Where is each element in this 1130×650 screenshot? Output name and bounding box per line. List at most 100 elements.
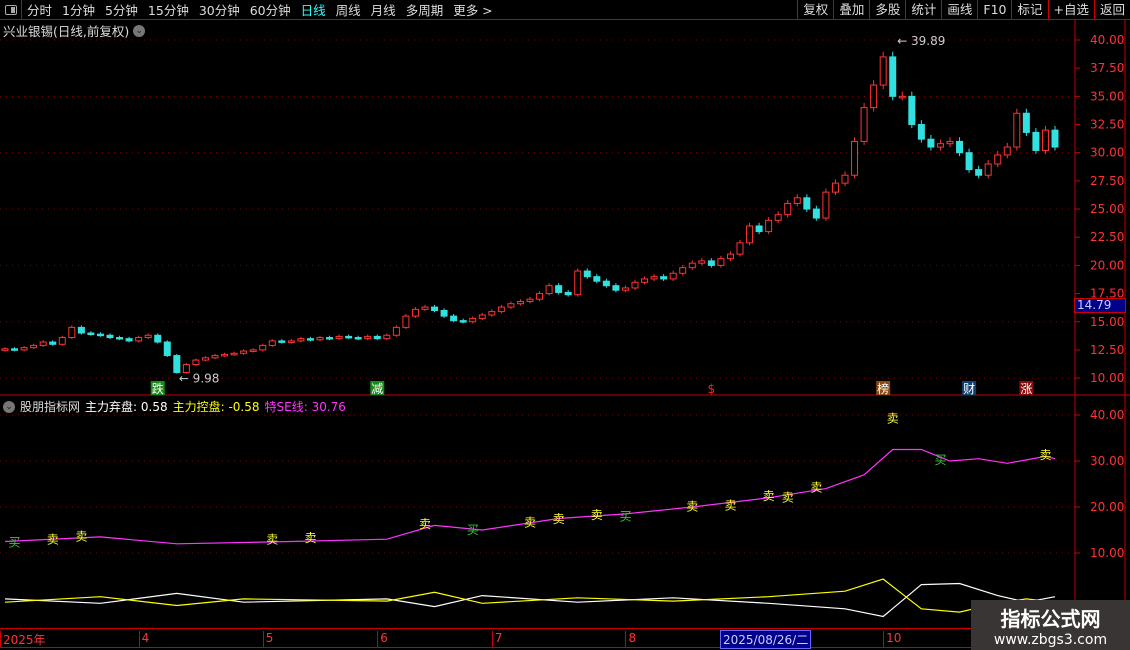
- toolbar-button-7[interactable]: +自选: [1047, 0, 1094, 20]
- indicator-tick-label: 10.00: [1090, 546, 1124, 560]
- candle: [440, 309, 448, 317]
- panel-icon: [4, 4, 17, 15]
- toolbar-button-6[interactable]: 标记: [1011, 0, 1047, 20]
- sell-signal: 卖: [524, 516, 536, 530]
- event-marker[interactable]: $: [708, 382, 716, 396]
- sell-signal: 卖: [47, 532, 59, 546]
- price-tick-label: 22.50: [1090, 230, 1124, 244]
- candle: [316, 337, 324, 341]
- tab-period-8[interactable]: 月线: [370, 3, 396, 18]
- indicator-name: 股朋指标网: [20, 400, 81, 414]
- stock-title: 兴业银锡(日线,前复权): [3, 24, 130, 39]
- toolbar-button-0[interactable]: 复权: [797, 0, 833, 20]
- tab-period-0[interactable]: 分时: [27, 3, 53, 18]
- sell-signal: 卖: [266, 532, 278, 546]
- tab-period-2[interactable]: 5分钟: [104, 3, 138, 18]
- candle: [650, 276, 658, 280]
- candle: [259, 344, 267, 351]
- buy-signal: 买: [467, 523, 479, 537]
- event-marker[interactable]: 减: [371, 382, 383, 396]
- period-tabs: 分时 1分钟 5分钟 15分钟 30分钟 60分钟 日线 周线 月线 多周期 更多 >: [22, 0, 498, 19]
- event-marker-bg: [150, 381, 165, 395]
- tab-period-3[interactable]: 15分钟: [147, 3, 189, 18]
- candle: [1022, 112, 1030, 133]
- date-label: 10: [883, 631, 901, 647]
- price-tick-label: 32.50: [1090, 118, 1124, 132]
- candle: [1003, 146, 1011, 156]
- candle: [450, 315, 458, 322]
- candle: [77, 326, 85, 334]
- price-tick-label: 12.50: [1090, 343, 1124, 357]
- candle: [240, 350, 248, 354]
- candle: [631, 281, 639, 289]
- tab-period-9[interactable]: 多周期: [405, 3, 444, 18]
- candle: [173, 355, 181, 373]
- candle: [411, 308, 419, 317]
- toolbar-button-8[interactable]: 返回: [1093, 0, 1130, 20]
- candle: [621, 287, 629, 291]
- event-marker[interactable]: 涨: [1020, 381, 1032, 396]
- toolbar-button-1[interactable]: 叠加: [833, 0, 869, 20]
- candle: [889, 56, 897, 97]
- candle: [917, 124, 925, 140]
- tab-period-6[interactable]: 日线: [300, 3, 326, 18]
- candle: [555, 285, 563, 293]
- candle: [268, 340, 276, 346]
- sell-signal: 卖: [724, 499, 736, 513]
- price-tick-label: 37.50: [1090, 61, 1124, 75]
- toolbar-button-4[interactable]: 画线: [941, 0, 977, 20]
- price-tick-label: 35.00: [1090, 89, 1124, 103]
- candle: [507, 303, 515, 308]
- candle: [1, 348, 9, 351]
- candle: [421, 306, 429, 310]
- date-label: 7: [491, 631, 502, 647]
- sell-signal: 卖: [782, 490, 794, 504]
- candle: [230, 352, 238, 356]
- tab-period-7[interactable]: 周线: [335, 3, 361, 18]
- candle: [841, 174, 849, 184]
- price-tick-label: 20.00: [1090, 258, 1124, 272]
- candle: [612, 285, 620, 291]
- candle: [583, 270, 591, 278]
- candle: [822, 191, 830, 219]
- candle: [593, 276, 601, 282]
- tab-period-5[interactable]: 60分钟: [249, 3, 291, 18]
- tab-period-1[interactable]: 1分钟: [62, 3, 95, 18]
- candle: [1013, 112, 1021, 148]
- layout-toggle-button[interactable]: [0, 0, 22, 20]
- sell-signal: 卖: [304, 531, 316, 545]
- event-marker-bg: [876, 381, 891, 395]
- candle: [726, 253, 734, 260]
- chart-title: 兴业银锡(日线,前复权) ⌄: [3, 21, 146, 40]
- candle: [803, 197, 811, 210]
- toolbar-button-5[interactable]: F10: [977, 0, 1011, 20]
- candle: [765, 219, 773, 233]
- candle: [717, 258, 725, 266]
- indicator-value-1: 主力控盘: -0.58: [172, 400, 260, 414]
- tab-period-4[interactable]: 30分钟: [198, 3, 240, 18]
- candle: [641, 278, 649, 283]
- sell-signal: 卖: [591, 508, 603, 522]
- candle: [927, 138, 935, 148]
- event-marker[interactable]: 跌: [152, 381, 164, 396]
- candle: [125, 338, 133, 342]
- event-marker[interactable]: 财: [963, 382, 975, 396]
- toolbar-button-3[interactable]: 统计: [905, 0, 941, 20]
- candle: [688, 262, 696, 269]
- toolbar-button-2[interactable]: 多股: [869, 0, 905, 20]
- date-label: 6: [377, 631, 388, 647]
- candle: [431, 306, 439, 311]
- sell-signal: 卖: [1039, 448, 1051, 462]
- candle: [87, 332, 95, 336]
- candle: [669, 272, 677, 280]
- candle: [679, 267, 687, 274]
- chevron-down-icon[interactable]: ⌄: [3, 400, 15, 413]
- sell-signal: 卖: [553, 512, 565, 526]
- candle: [68, 326, 76, 339]
- date-axis: 2025年 4 5 6 7 8 10 2025/08/26/二: [0, 628, 1130, 649]
- event-marker[interactable]: 榜: [877, 381, 889, 396]
- tab-period-10[interactable]: 更多 >: [453, 3, 493, 18]
- candle: [20, 347, 28, 351]
- chevron-down-icon[interactable]: ⌄: [133, 24, 146, 37]
